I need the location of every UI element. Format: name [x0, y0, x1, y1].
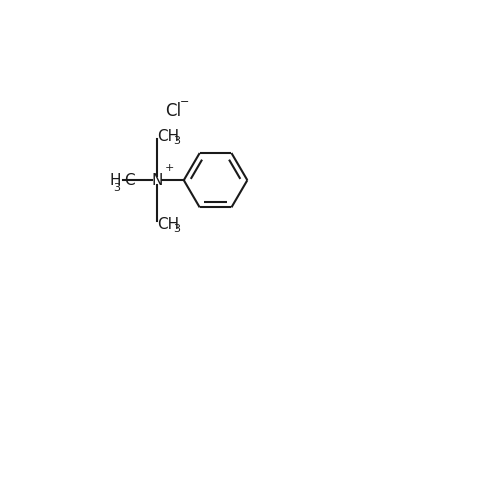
- Text: CH: CH: [158, 129, 180, 144]
- Text: C: C: [124, 172, 135, 188]
- Text: 3: 3: [114, 183, 120, 193]
- Text: H: H: [109, 172, 120, 188]
- Text: Cl: Cl: [165, 102, 182, 120]
- Text: 3: 3: [173, 224, 180, 234]
- Text: −: −: [180, 97, 190, 107]
- Text: N: N: [152, 172, 163, 188]
- Text: +: +: [164, 164, 174, 173]
- Text: 3: 3: [173, 136, 180, 146]
- Text: CH: CH: [158, 217, 180, 232]
